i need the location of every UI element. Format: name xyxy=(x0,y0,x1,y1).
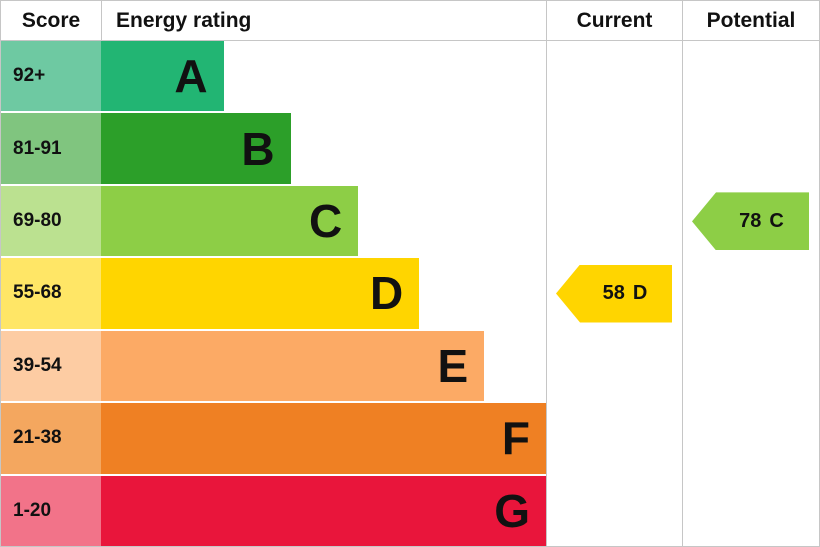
current-value: 58 xyxy=(602,282,625,304)
chart-body: 92+ A 81-91 B 69-80 C 55-68 D 39-54 E 21… xyxy=(1,41,819,546)
band-letter: C xyxy=(309,195,343,248)
header-energy-rating: Energy rating xyxy=(101,1,546,40)
band-letter: B xyxy=(241,122,275,175)
current-arrow: 58 D xyxy=(556,264,672,323)
score-cell: 69-80 xyxy=(1,185,101,257)
band-letter: A xyxy=(174,50,208,103)
potential-letter: C xyxy=(769,209,784,232)
current-column: 58 D xyxy=(546,41,682,546)
potential-column: 78 C xyxy=(682,41,819,546)
score-cell: 55-68 xyxy=(1,258,101,329)
rating-bar: C xyxy=(101,185,359,257)
header-potential: Potential xyxy=(682,1,819,40)
rating-bar: E xyxy=(101,330,485,402)
potential-value: 78 xyxy=(739,209,762,232)
rating-bar: D xyxy=(101,258,420,329)
rating-bar: G xyxy=(101,475,546,546)
header-score: Score xyxy=(21,8,81,32)
band-letter: F xyxy=(501,412,530,465)
band-letter: D xyxy=(370,267,404,320)
band-row-g: 1-20 G xyxy=(1,475,546,546)
band-row-e: 39-54 E xyxy=(1,330,546,404)
band-row-a: 92+ A xyxy=(1,41,546,114)
rating-bar: B xyxy=(101,113,291,184)
rating-bands: 92+ A 81-91 B 69-80 C 55-68 D 39-54 E 21… xyxy=(1,41,546,546)
current-letter: D xyxy=(632,282,648,304)
score-cell: 81-91 xyxy=(1,113,101,184)
band-row-f: 21-38 F xyxy=(1,403,546,476)
rating-bar: A xyxy=(101,41,224,112)
band-row-d: 55-68 D xyxy=(1,258,546,331)
rating-bar: F xyxy=(101,403,546,474)
band-row-c: 69-80 C xyxy=(1,185,546,259)
band-letter: E xyxy=(437,339,469,392)
score-cell: 1-20 xyxy=(1,475,101,546)
chart-header: Score Energy rating Current Potential xyxy=(1,1,819,41)
header-current: Current xyxy=(546,1,682,40)
potential-arrow: 78 C xyxy=(692,192,809,251)
score-cell: 39-54 xyxy=(1,330,101,402)
band-row-b: 81-91 B xyxy=(1,113,546,186)
band-letter: G xyxy=(494,484,530,537)
score-cell: 92+ xyxy=(1,41,101,112)
score-cell: 21-38 xyxy=(1,403,101,474)
